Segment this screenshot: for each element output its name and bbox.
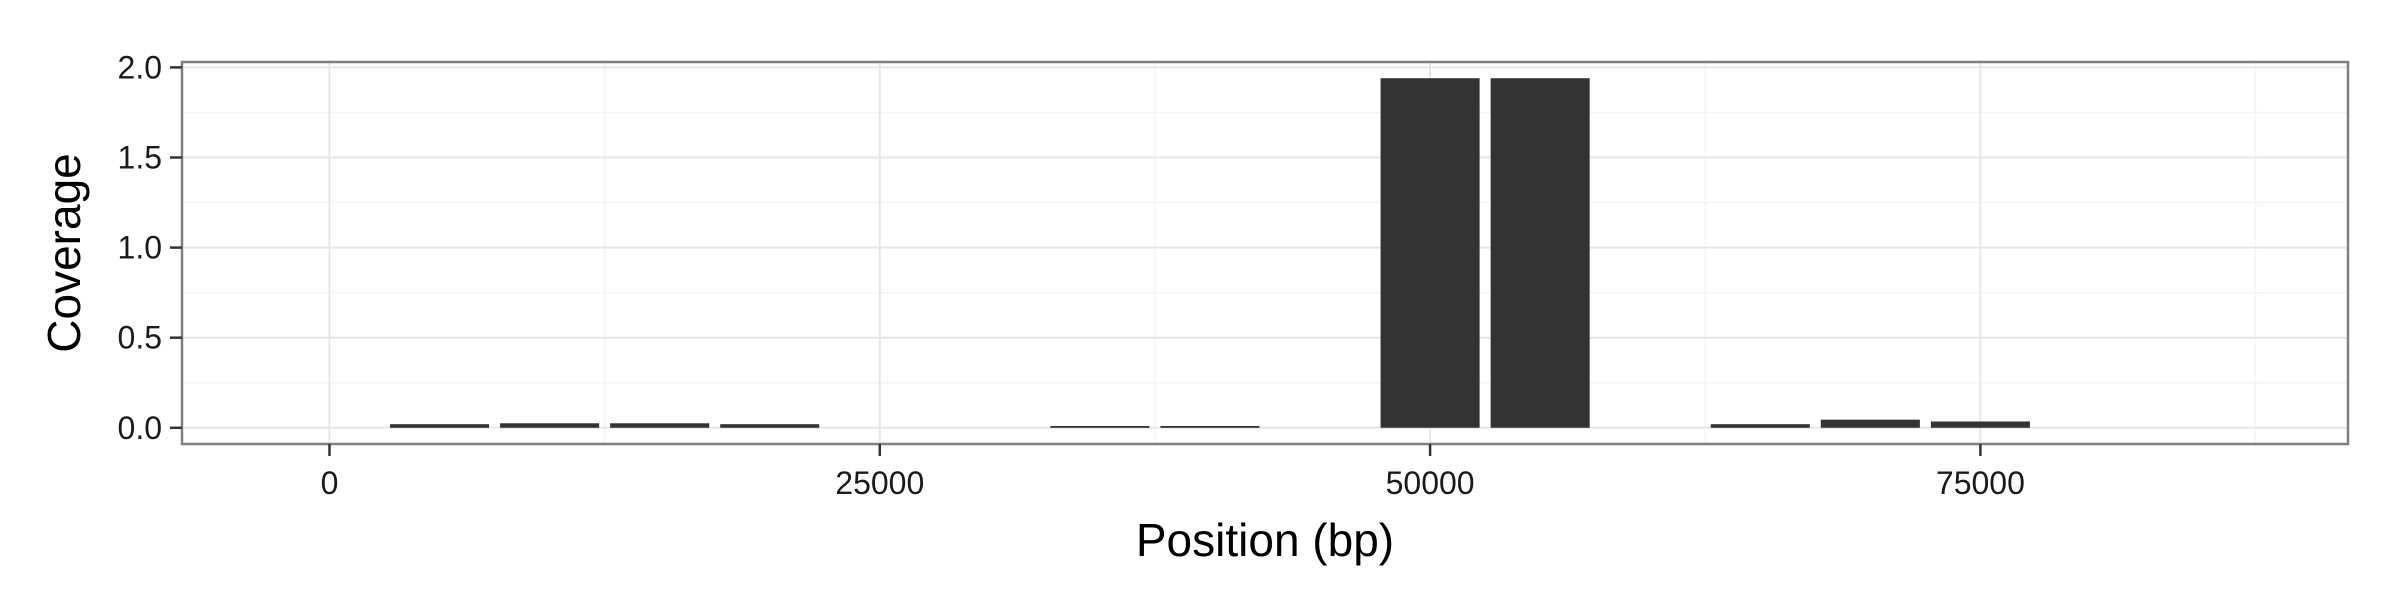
y-tick-label: 2.0 <box>118 49 162 85</box>
coverage-bar <box>1930 421 2030 428</box>
y-axis-title: Coverage <box>38 153 90 352</box>
minor-gridlines <box>182 62 2348 444</box>
y-tick-label: 0.5 <box>118 320 162 356</box>
x-axis-title: Position (bp) <box>1136 514 1394 566</box>
plot-panel-border <box>180 60 2350 446</box>
y-tick-label: 1.5 <box>118 140 162 176</box>
coverage-bar <box>1380 78 1480 428</box>
coverage-bar <box>1710 424 1810 428</box>
x-tick-label: 25000 <box>835 465 924 501</box>
coverage-bar <box>610 423 710 428</box>
x-axis: 0 25000 50000 75000 <box>321 444 2025 501</box>
coverage-bar <box>390 424 490 428</box>
coverage-bar <box>720 424 820 428</box>
coverage-bar <box>1050 425 1150 428</box>
coverage-bar <box>500 423 600 428</box>
coverage-bars <box>390 78 2030 428</box>
y-tick-label: 1.0 <box>118 230 162 266</box>
coverage-bar <box>1160 425 1260 428</box>
coverage-bar <box>1820 419 1920 428</box>
major-gridlines <box>182 62 2348 444</box>
y-tick-label: 0.0 <box>118 410 162 446</box>
x-tick-label: 50000 <box>1386 465 1475 501</box>
y-axis: 0.0 0.5 1.0 1.5 2.0 <box>118 49 182 446</box>
x-tick-label: 0 <box>321 465 339 501</box>
x-tick-label: 75000 <box>1936 465 2025 501</box>
coverage-bar <box>1490 78 1590 428</box>
